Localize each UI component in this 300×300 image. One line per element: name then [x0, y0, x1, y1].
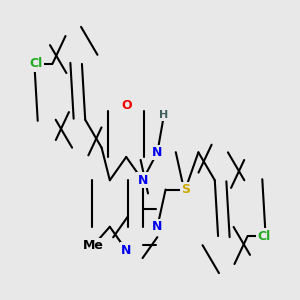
Text: Me: Me: [83, 239, 104, 252]
Text: Cl: Cl: [257, 230, 271, 243]
Text: N: N: [121, 244, 131, 256]
Text: N: N: [152, 146, 163, 159]
Text: N: N: [137, 174, 148, 187]
Text: O: O: [121, 99, 131, 112]
Text: H: H: [159, 110, 169, 120]
Text: N: N: [152, 220, 163, 233]
Text: S: S: [181, 183, 190, 196]
Text: Cl: Cl: [29, 57, 43, 70]
